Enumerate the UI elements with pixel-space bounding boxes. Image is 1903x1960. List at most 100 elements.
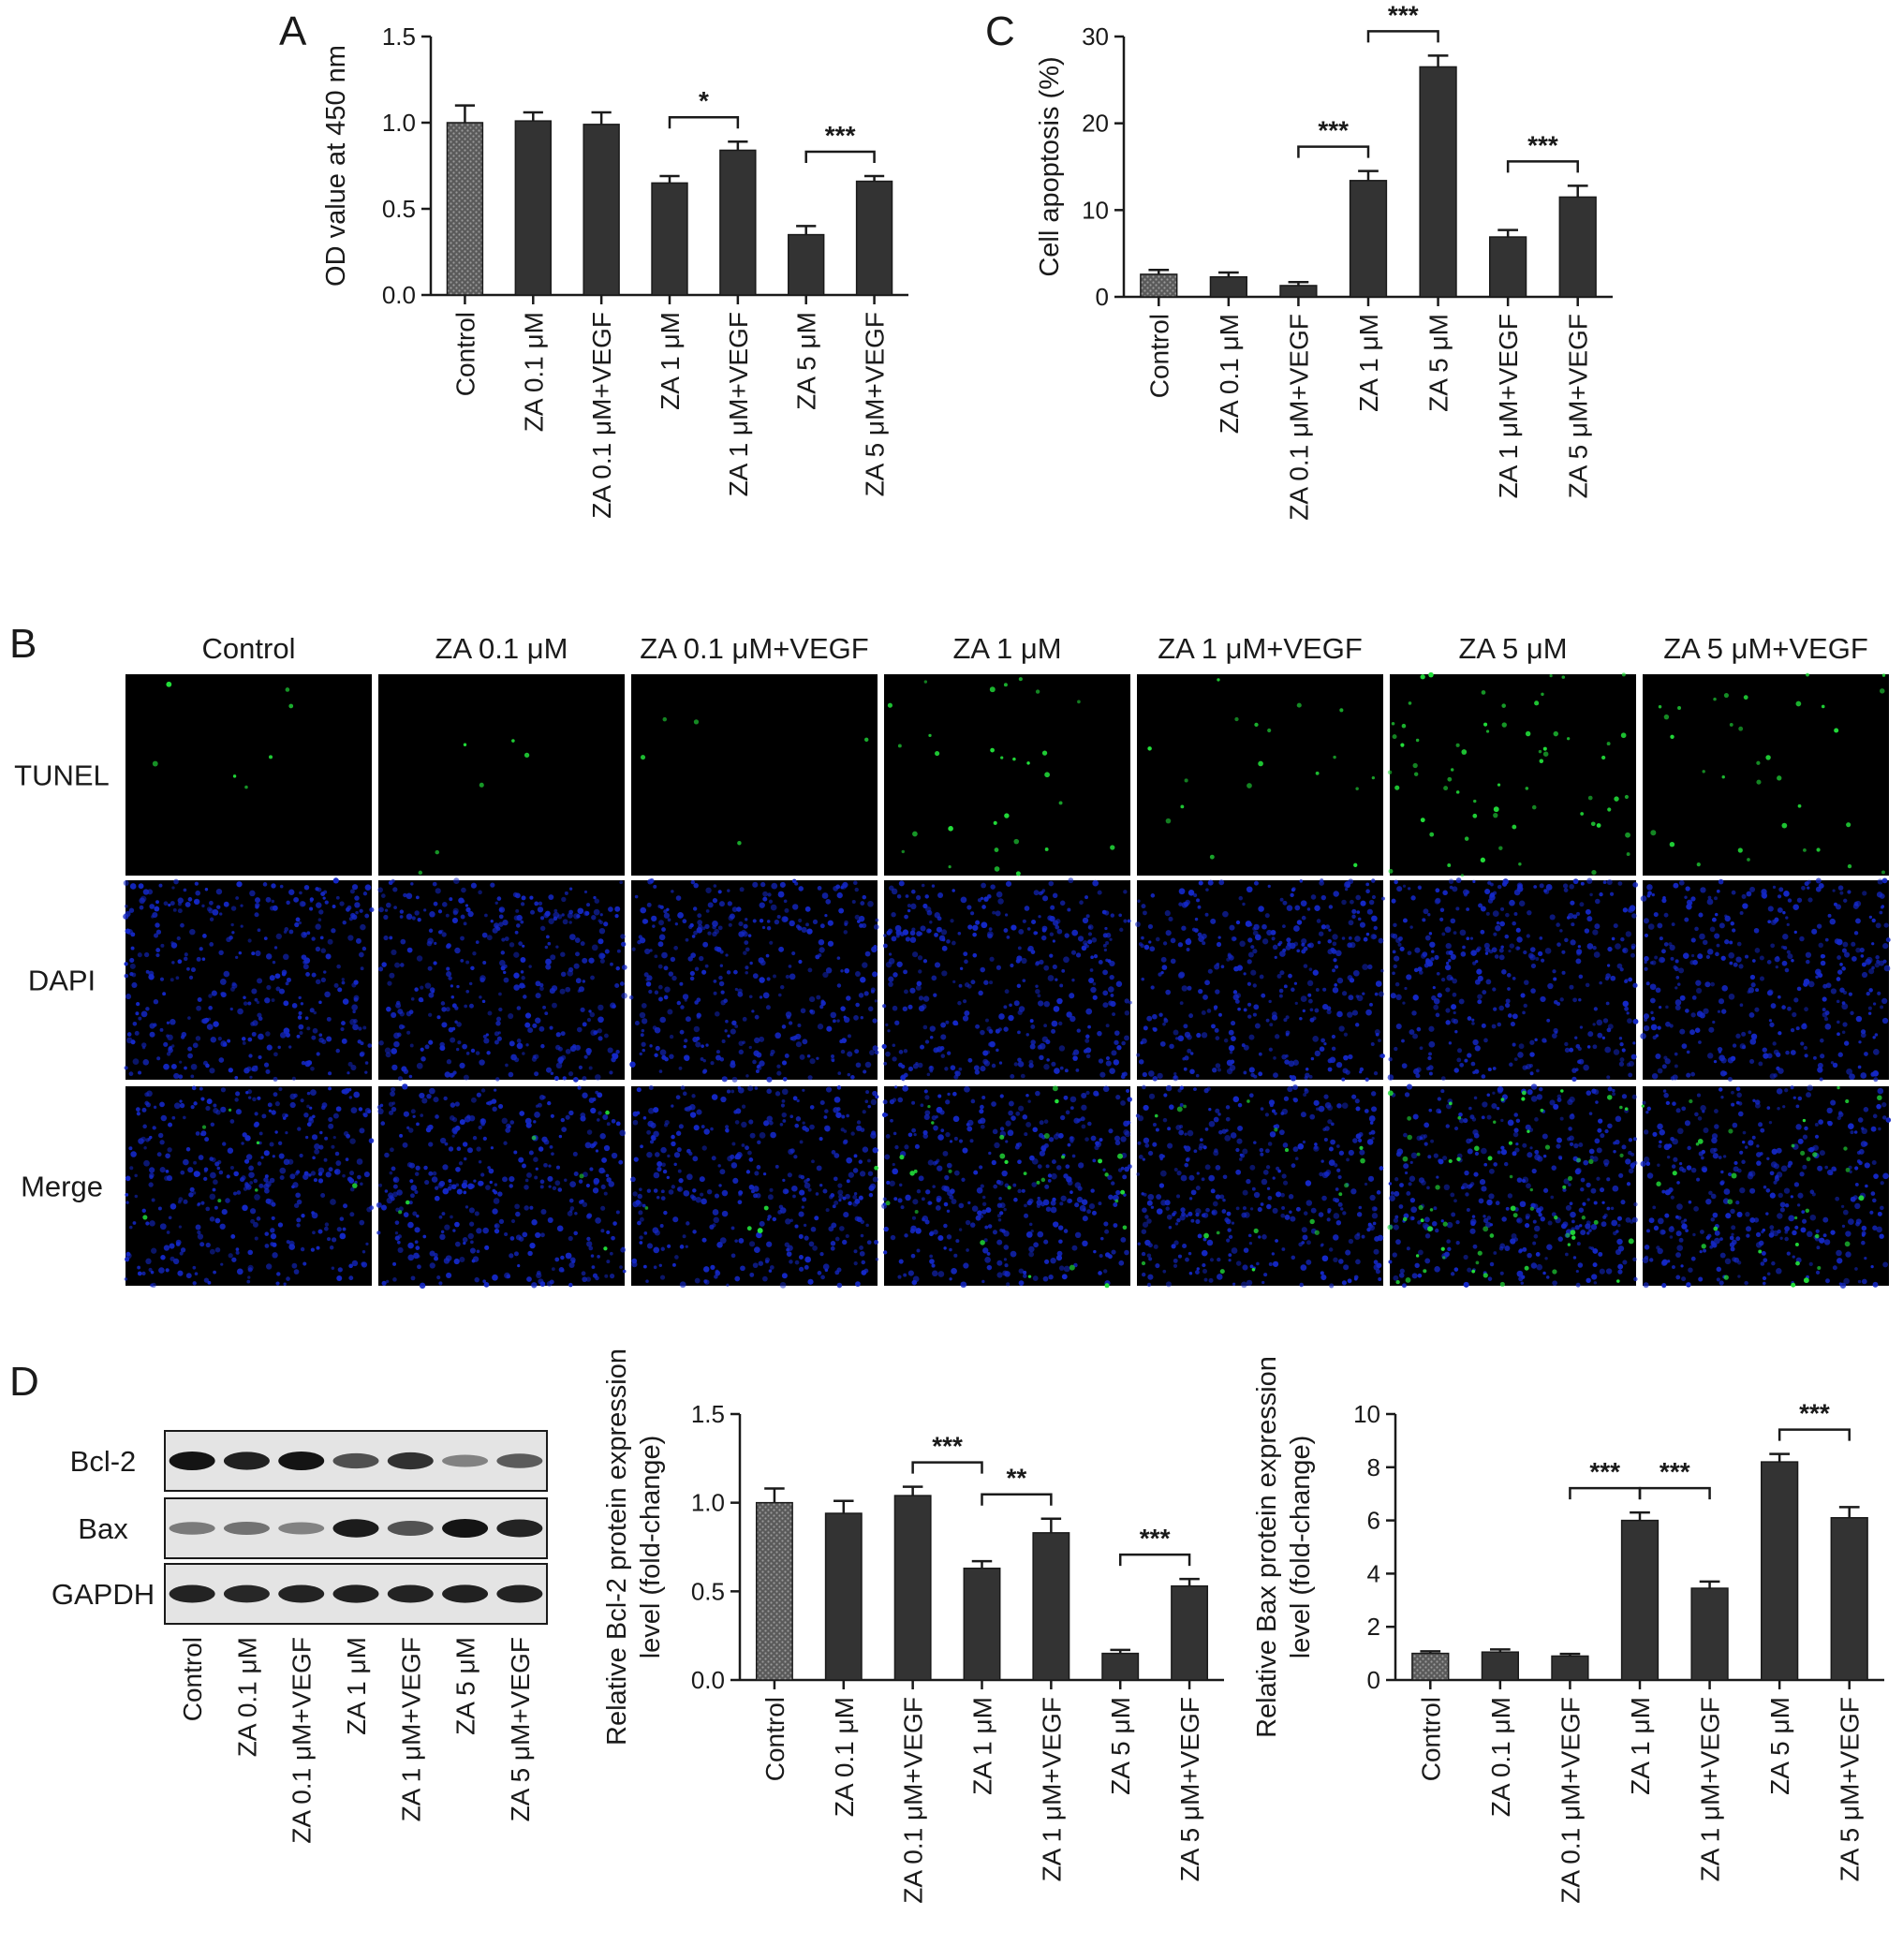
dapi-nucleus [1698, 912, 1704, 918]
tunel-positive-cell [1450, 768, 1454, 772]
dapi-nucleus [342, 1173, 346, 1178]
dapi-nucleus [397, 1076, 404, 1082]
dapi-nucleus [1041, 927, 1047, 933]
dapi-nucleus [247, 1267, 253, 1273]
dapi-nucleus [319, 936, 324, 940]
dapi-nucleus [367, 1043, 373, 1048]
dapi-nucleus [907, 1132, 913, 1138]
dapi-nucleus [888, 976, 894, 982]
dapi-nucleus [135, 1107, 140, 1113]
dapi-nucleus [255, 897, 261, 904]
dapi-nucleus [586, 1048, 591, 1053]
dapi-nucleus [679, 981, 684, 986]
dapi-nucleus [822, 1263, 830, 1271]
dapi-nucleus [678, 1066, 683, 1070]
dapi-nucleus [1837, 969, 1843, 975]
dapi-nucleus [644, 948, 651, 955]
dapi-nucleus [1095, 1092, 1099, 1097]
tunel-positive-cell [1184, 778, 1188, 783]
dapi-nucleus [221, 1208, 228, 1216]
dapi-nucleus [747, 1150, 752, 1156]
dapi-nucleus [1109, 974, 1114, 980]
dapi-nucleus [459, 1119, 465, 1126]
dapi-nucleus [815, 1192, 819, 1196]
dapi-nucleus [701, 1237, 707, 1243]
dapi-nucleus [251, 1065, 258, 1072]
dapi-nucleus [145, 1221, 150, 1226]
dapi-nucleus [318, 1000, 322, 1005]
dapi-nucleus [155, 953, 160, 958]
dapi-nucleus [1762, 1047, 1767, 1053]
dapi-nucleus [1435, 1012, 1440, 1018]
dapi-nucleus [1188, 890, 1195, 896]
dapi-nucleus [1621, 1048, 1626, 1053]
dapi-nucleus [1332, 941, 1337, 947]
dapi-nucleus [1282, 1180, 1289, 1186]
dapi-nucleus [1577, 1046, 1582, 1052]
dapi-nucleus [209, 1193, 216, 1201]
dapi-nucleus [1259, 1147, 1264, 1153]
dapi-nucleus [1713, 1059, 1718, 1064]
dapi-nucleus [323, 890, 328, 894]
dapi-nucleus [555, 945, 559, 949]
dapi-nucleus [303, 884, 310, 891]
dapi-nucleus [978, 1213, 982, 1216]
dapi-nucleus [1167, 1142, 1173, 1149]
dapi-nucleus [247, 1037, 253, 1042]
dapi-nucleus [1120, 1166, 1125, 1171]
dapi-nucleus [946, 1234, 952, 1240]
dapi-nucleus [1072, 1049, 1080, 1055]
dapi-nucleus [675, 1130, 682, 1136]
dapi-nucleus [1714, 933, 1720, 939]
dapi-nucleus [710, 1061, 715, 1066]
dapi-nucleus [756, 1065, 760, 1069]
dapi-nucleus [723, 998, 729, 1004]
dapi-nucleus [1644, 955, 1649, 962]
dapi-nucleus [1108, 986, 1114, 993]
dapi-nucleus [1189, 1068, 1195, 1075]
y-tick-label: 4 [1367, 1559, 1380, 1587]
dapi-nucleus [1195, 1218, 1201, 1224]
dapi-nucleus [720, 990, 725, 995]
dapi-nucleus [643, 972, 649, 978]
dapi-nucleus [761, 925, 766, 930]
tunel-positive-cell [1777, 775, 1782, 781]
dapi-nucleus [452, 1130, 458, 1135]
dapi-nucleus [642, 1116, 647, 1120]
dapi-nucleus [1568, 912, 1574, 920]
dapi-nucleus [593, 1180, 599, 1186]
dapi-nucleus [166, 1034, 170, 1038]
dapi-nucleus [830, 1193, 835, 1198]
dapi-nucleus [381, 1280, 387, 1286]
dapi-nucleus [162, 992, 167, 996]
dapi-nucleus [907, 903, 911, 908]
dapi-nucleus [406, 913, 413, 921]
dapi-nucleus [1141, 977, 1145, 981]
dapi-nucleus [317, 1229, 323, 1234]
dapi-nucleus [894, 924, 902, 932]
dapi-nucleus [1113, 1223, 1118, 1228]
dapi-nucleus [734, 1024, 739, 1028]
dapi-nucleus [1770, 1003, 1777, 1009]
dapi-nucleus [530, 909, 535, 915]
dapi-nucleus [800, 1008, 806, 1014]
dapi-nucleus [555, 1062, 563, 1069]
dapi-nucleus [889, 885, 894, 892]
dapi-nucleus [1530, 963, 1537, 969]
dapi-nucleus [1476, 968, 1483, 975]
dapi-nucleus [839, 1226, 845, 1231]
dapi-nucleus [819, 947, 825, 953]
dapi-nucleus [486, 1051, 491, 1055]
dapi-nucleus [1197, 1233, 1202, 1239]
dapi-nucleus [1282, 1142, 1289, 1148]
dapi-nucleus [488, 1168, 494, 1174]
dapi-nucleus [377, 966, 384, 972]
dapi-nucleus [126, 1032, 132, 1037]
dapi-nucleus [817, 1024, 824, 1030]
dapi-nucleus [683, 1189, 690, 1197]
dapi-nucleus [903, 1273, 907, 1277]
dapi-nucleus [220, 992, 227, 998]
dapi-nucleus [1063, 956, 1070, 964]
dapi-nucleus [1868, 968, 1875, 975]
dapi-nucleus [885, 1023, 889, 1027]
